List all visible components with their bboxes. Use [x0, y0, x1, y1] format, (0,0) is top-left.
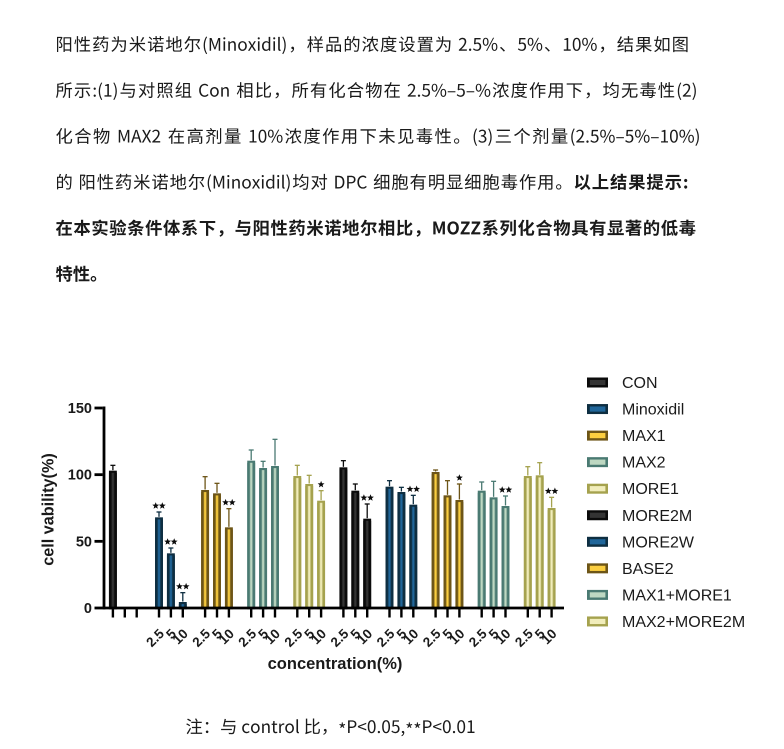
svg-text:10: 10 [538, 626, 559, 647]
svg-text:MORE1: MORE1 [622, 481, 679, 498]
svg-text:MAX2+MORE2M: MAX2+MORE2M [622, 614, 745, 631]
svg-text:concentration(%): concentration(%) [268, 655, 403, 673]
svg-text:10: 10 [170, 626, 191, 647]
svg-text:50: 50 [76, 534, 92, 550]
svg-text:10: 10 [216, 626, 237, 647]
svg-text:MORE2W: MORE2W [622, 534, 695, 551]
svg-text:BASE2: BASE2 [622, 561, 674, 578]
svg-text:MAX2: MAX2 [622, 455, 666, 472]
svg-text:CON: CON [622, 375, 658, 392]
svg-text:10: 10 [308, 626, 329, 647]
svg-text:10: 10 [262, 626, 283, 647]
svg-text:10: 10 [492, 626, 513, 647]
svg-text:10: 10 [354, 626, 375, 647]
svg-text:100: 100 [68, 468, 92, 484]
svg-text:10: 10 [446, 626, 467, 647]
svg-text:0: 0 [84, 601, 92, 617]
svg-text:MAX1: MAX1 [622, 428, 666, 445]
svg-text:Minoxidil: Minoxidil [622, 402, 684, 419]
svg-text:cell vability(%): cell vability(%) [40, 453, 58, 565]
svg-text:MAX1+MORE1: MAX1+MORE1 [622, 587, 732, 604]
svg-text:10: 10 [400, 626, 421, 647]
svg-text:MORE2M: MORE2M [622, 508, 692, 525]
svg-text:150: 150 [68, 401, 92, 417]
